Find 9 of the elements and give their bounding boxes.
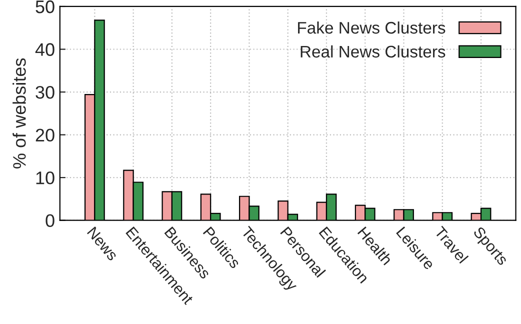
y-tick-label: 10 bbox=[36, 171, 54, 184]
y-tick-label: 20 bbox=[36, 128, 54, 142]
y-axis-title: % of websites bbox=[12, 58, 26, 168]
legend-label: Real News Clusters bbox=[300, 45, 446, 58]
y-tick-label: 30 bbox=[36, 86, 54, 99]
y-tick-label: 0 bbox=[46, 214, 54, 228]
y-tick-label: 50 bbox=[36, 0, 54, 14]
y-tick-label: 40 bbox=[35, 43, 54, 56]
legend-label: Fake News Clusters bbox=[298, 21, 446, 34]
